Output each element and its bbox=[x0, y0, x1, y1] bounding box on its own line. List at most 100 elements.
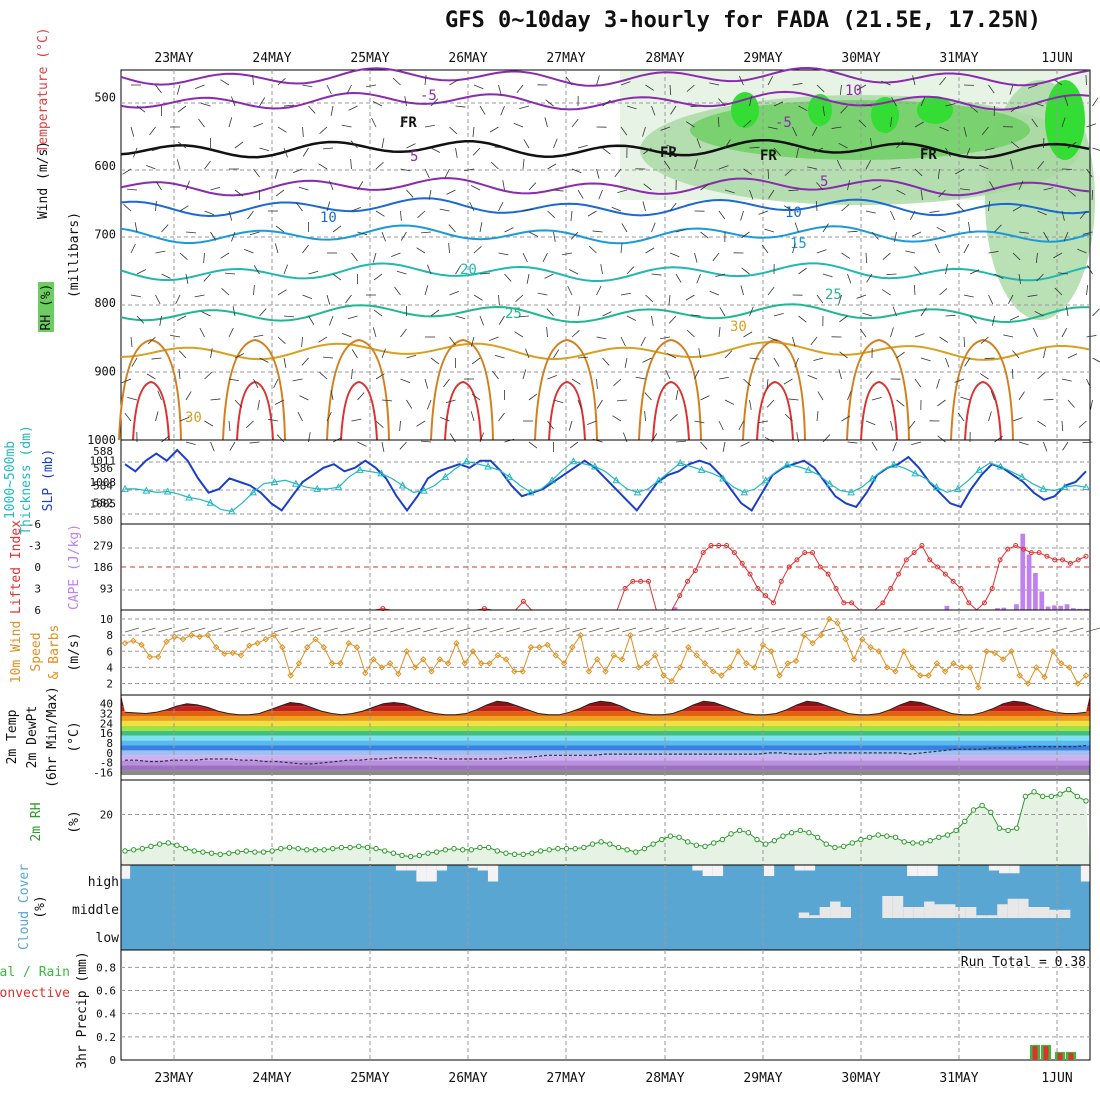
wind-barb bbox=[723, 442, 725, 452]
wind-barb bbox=[450, 127, 457, 134]
wind-barb bbox=[323, 148, 333, 149]
wind-barb bbox=[179, 351, 186, 358]
wind-barb bbox=[327, 295, 330, 305]
wind-barb bbox=[514, 123, 523, 127]
wind-barb bbox=[883, 253, 891, 260]
wind-barb bbox=[376, 162, 383, 169]
rh2m-marker bbox=[348, 845, 352, 849]
wind-barb bbox=[440, 209, 450, 211]
rh2m-marker bbox=[755, 837, 759, 841]
rh2m-marker bbox=[383, 849, 387, 853]
wind-barb bbox=[319, 337, 327, 342]
wind-barb bbox=[578, 306, 580, 316]
wind-barb bbox=[570, 442, 578, 448]
wind-barb bbox=[471, 185, 480, 190]
wind-barb bbox=[817, 411, 818, 421]
rh2m-marker bbox=[478, 845, 482, 849]
date-label-bottom: 31MAY bbox=[939, 1071, 978, 1086]
wind-barb bbox=[327, 85, 331, 94]
wind-barb bbox=[741, 211, 744, 221]
wind-barb bbox=[750, 358, 760, 359]
wind-barb bbox=[627, 267, 634, 274]
isotherm-label: 25 bbox=[825, 287, 842, 303]
rh2m-marker bbox=[772, 838, 776, 842]
wind-barb bbox=[373, 101, 382, 106]
wind-barb bbox=[741, 285, 744, 295]
wind-barb bbox=[897, 400, 905, 406]
rh2m-marker bbox=[556, 846, 560, 850]
wind-barb bbox=[205, 372, 212, 379]
wind-barb bbox=[397, 271, 407, 274]
rh2m-marker bbox=[625, 848, 629, 852]
rh2m-marker bbox=[123, 849, 127, 853]
wind-barb bbox=[421, 441, 431, 442]
wind-barb bbox=[303, 85, 313, 87]
hot-contour bbox=[341, 382, 377, 440]
rh2m-marker bbox=[911, 841, 915, 845]
wind-barb bbox=[1033, 328, 1037, 337]
wind-barb bbox=[503, 180, 505, 190]
wind-barb bbox=[260, 148, 270, 151]
wind-barb bbox=[523, 159, 524, 169]
wind-barb bbox=[627, 316, 636, 321]
isotherm-line bbox=[121, 263, 1089, 281]
wind-barb bbox=[741, 442, 750, 446]
date-label-bottom: 23MAY bbox=[154, 1071, 193, 1086]
rh2m-marker bbox=[807, 831, 811, 835]
cloud-high-gap bbox=[999, 865, 1009, 873]
rh2m-marker bbox=[253, 850, 257, 854]
wind-barb bbox=[495, 355, 505, 358]
wind-barb bbox=[450, 291, 459, 295]
wind-barb bbox=[1062, 328, 1067, 337]
wind-barb bbox=[970, 628, 984, 632]
wind-barb bbox=[597, 75, 600, 85]
wind-barb bbox=[655, 628, 669, 632]
rh2m-marker bbox=[937, 835, 941, 839]
wind-barb bbox=[646, 248, 655, 253]
wind-barb bbox=[131, 127, 134, 137]
wind-barb bbox=[320, 127, 327, 134]
wind-barb bbox=[186, 181, 190, 190]
rh2m-marker bbox=[305, 848, 309, 852]
wind-barb bbox=[1053, 628, 1067, 632]
hot-contour bbox=[133, 382, 169, 440]
cloud-middle-gap bbox=[820, 907, 830, 918]
wind-barb bbox=[443, 379, 449, 387]
wind-barb bbox=[241, 628, 255, 632]
wind-barb bbox=[211, 399, 221, 400]
wind-barb bbox=[1044, 442, 1047, 451]
wind-barb bbox=[278, 127, 286, 132]
rh2m-marker bbox=[149, 844, 153, 848]
wind-barb bbox=[688, 628, 702, 632]
wind-barb bbox=[205, 161, 211, 169]
wind-barb bbox=[545, 274, 554, 278]
precip-tick: 0.2 bbox=[96, 1031, 116, 1044]
rh2m-marker bbox=[902, 840, 906, 844]
wind-barb bbox=[799, 268, 807, 274]
temp-color-band bbox=[121, 716, 1090, 721]
wind-barb bbox=[719, 421, 723, 430]
wind-barb bbox=[499, 202, 504, 211]
wind-barb bbox=[848, 231, 858, 232]
slp-tick: 1005 bbox=[90, 497, 117, 510]
cloud-high-gap bbox=[928, 865, 938, 876]
wind-barb bbox=[554, 139, 558, 148]
wind-barb bbox=[156, 295, 161, 304]
wind-barb bbox=[697, 274, 701, 283]
cloud-high-gap bbox=[488, 865, 498, 882]
warm-contour bbox=[327, 340, 389, 440]
wind-barb bbox=[302, 358, 309, 365]
temp-color-band bbox=[121, 755, 1090, 760]
wind-barb bbox=[1093, 309, 1100, 316]
wind-barb bbox=[501, 106, 505, 115]
wind-barb bbox=[250, 232, 260, 235]
wind-barb bbox=[817, 250, 826, 253]
wind-barb bbox=[738, 628, 752, 632]
wind-barb bbox=[480, 316, 484, 325]
wind-barb bbox=[804, 628, 818, 632]
date-label-top: 28MAY bbox=[645, 51, 684, 66]
rh2m-marker bbox=[1084, 799, 1088, 803]
hot-contour bbox=[861, 382, 897, 440]
wind-barb bbox=[1038, 421, 1046, 426]
wind-barb bbox=[162, 225, 169, 232]
